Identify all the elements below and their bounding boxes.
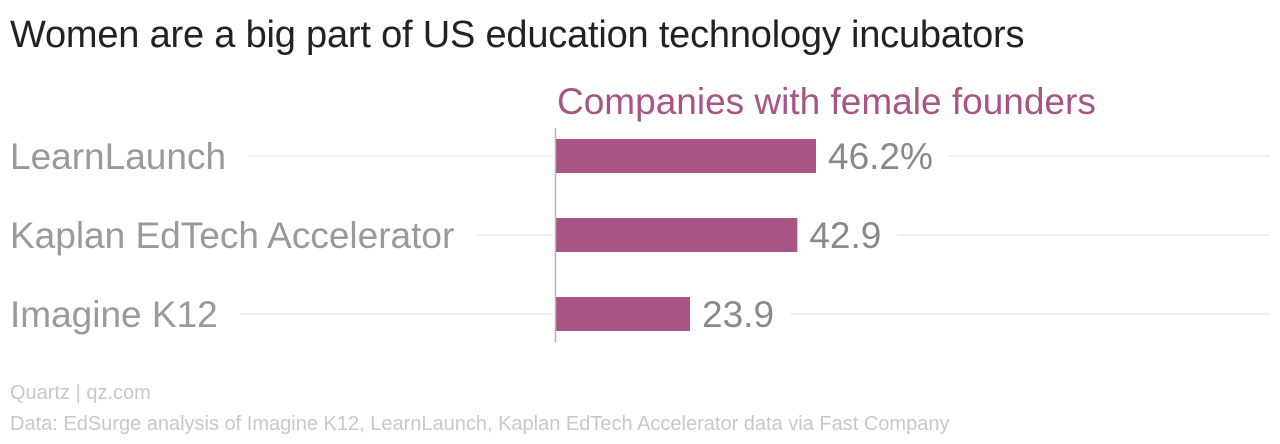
bar-rows: LearnLaunch 46.2% Kaplan EdTech Accelerato… xyxy=(10,136,1270,335)
category-label: LearnLaunch xyxy=(10,136,226,177)
bar xyxy=(555,139,816,173)
value-label: 42.9 xyxy=(809,215,881,256)
source-credit: Quartz | qz.com xyxy=(10,382,151,404)
category-label: Imagine K12 xyxy=(10,294,218,335)
bar xyxy=(555,297,691,331)
series-title: Companies with female founders xyxy=(557,81,1096,122)
bar xyxy=(555,218,798,252)
data-note: Data: EdSurge analysis of Imagine K12, L… xyxy=(10,413,950,435)
value-label: 46.2% xyxy=(828,136,933,177)
chart-title: Women are a big part of US education tec… xyxy=(10,14,1025,56)
category-label: Kaplan EdTech Accelerator xyxy=(10,215,454,256)
value-label: 23.9 xyxy=(702,294,774,335)
